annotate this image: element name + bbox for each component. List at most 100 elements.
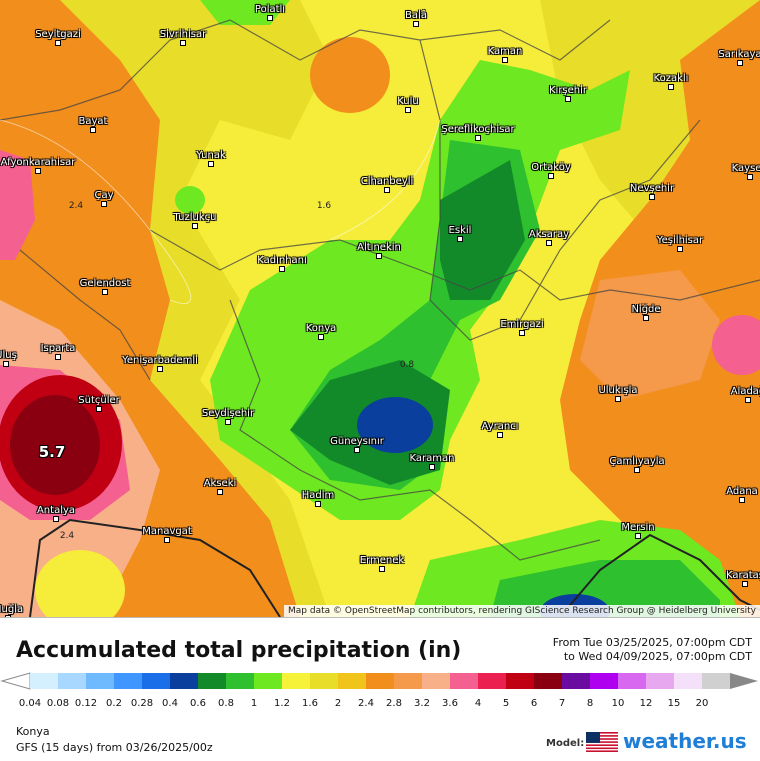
city-label: Afyonkarahisar xyxy=(0,157,76,168)
city-marker xyxy=(55,40,61,46)
city-label: Hadim xyxy=(301,490,335,501)
city-label: Kulu xyxy=(397,96,419,107)
city-label: Ulukışla xyxy=(598,385,638,396)
city-marker xyxy=(208,161,214,167)
scale-swatch xyxy=(338,673,367,689)
city-marker xyxy=(668,84,674,90)
scale-swatch xyxy=(366,673,395,689)
city-label: Bayat xyxy=(78,116,108,127)
scale-swatch xyxy=(562,673,591,689)
city-label: Aladağ xyxy=(730,386,760,397)
weather-us-logo[interactable]: weather.us xyxy=(623,729,747,753)
scale-tick-label: 0.04 xyxy=(18,698,42,709)
scale-swatch xyxy=(394,673,423,689)
scale-high-arrow xyxy=(730,673,758,689)
scale-swatch xyxy=(674,673,703,689)
period-from: From Tue 03/25/2025, 07:00pm CDT xyxy=(552,636,752,649)
city-marker xyxy=(102,289,108,295)
contour-label: 2.4 xyxy=(68,201,84,211)
contour-label: 2.4 xyxy=(59,531,75,541)
city-marker xyxy=(379,566,385,572)
scale-tick-label: 0.12 xyxy=(74,698,98,709)
scale-swatch xyxy=(226,673,255,689)
city-label: Balâ xyxy=(405,10,427,21)
scale-tick-label: 0.2 xyxy=(106,698,122,709)
city-label: Kayseri xyxy=(731,163,760,174)
city-label: Şereflikoçhisar xyxy=(441,124,515,135)
scale-swatch xyxy=(282,673,311,689)
city-marker xyxy=(457,236,463,242)
city-label: Yunak xyxy=(196,150,226,161)
city-marker xyxy=(745,397,751,403)
color-scale-bar xyxy=(0,672,758,690)
scale-tick-label: 15 xyxy=(667,698,681,709)
scale-tick-label: 3.2 xyxy=(414,698,430,709)
scale-tick-label: 20 xyxy=(695,698,709,709)
city-marker xyxy=(180,40,186,46)
city-marker xyxy=(53,516,59,522)
city-marker xyxy=(405,107,411,113)
city-label: Nevşehir xyxy=(629,183,675,194)
city-label: Karataş xyxy=(725,570,760,581)
city-label: Cihanbeyli xyxy=(360,176,414,187)
city-label: Ayrancı xyxy=(481,421,519,432)
city-marker xyxy=(101,201,107,207)
scale-swatch xyxy=(702,673,731,689)
contour-label: 1.6 xyxy=(316,201,332,211)
city-marker xyxy=(5,615,11,617)
scale-swatch xyxy=(198,673,227,689)
city-marker xyxy=(315,501,321,507)
city-label: Kozaklı xyxy=(653,73,689,84)
city-marker xyxy=(737,60,743,66)
city-label: Uluş xyxy=(0,350,17,361)
city-marker xyxy=(225,419,231,425)
city-label: Sütçüler xyxy=(78,395,120,406)
city-label: Ermenek xyxy=(359,555,405,566)
legend-panel: Accumulated total precipitation (in) Fro… xyxy=(0,617,760,761)
city-marker xyxy=(635,533,641,539)
scale-tick-label: 3.6 xyxy=(442,698,458,709)
scale-swatch xyxy=(86,673,115,689)
city-marker xyxy=(475,135,481,141)
scale-tick-label: 12 xyxy=(639,698,653,709)
city-label: Manavgat xyxy=(142,526,192,537)
scale-tick-label: 8 xyxy=(586,698,594,709)
city-marker xyxy=(519,330,525,336)
city-marker xyxy=(677,246,683,252)
city-marker xyxy=(502,57,508,63)
city-label: Ortaköy xyxy=(531,162,571,173)
scale-swatch xyxy=(142,673,171,689)
city-marker xyxy=(192,223,198,229)
city-label: Konya xyxy=(305,323,337,334)
city-label: Aksaray xyxy=(528,229,570,240)
city-marker xyxy=(96,406,102,412)
city-marker xyxy=(742,581,748,587)
scale-swatch xyxy=(590,673,619,689)
city-marker xyxy=(643,315,649,321)
city-marker xyxy=(267,15,273,21)
city-marker xyxy=(497,432,503,438)
city-marker xyxy=(217,489,223,495)
city-label: Tuzlukçu xyxy=(173,212,217,223)
city-label: Altınekin xyxy=(357,242,401,253)
scale-swatch xyxy=(58,673,87,689)
city-marker xyxy=(90,127,96,133)
city-marker xyxy=(739,497,745,503)
legend-title: Accumulated total precipitation (in) xyxy=(16,638,462,663)
max-precip-label: 5.7 xyxy=(38,443,66,461)
city-label: Kadınhanı xyxy=(257,255,307,266)
map-attribution: Map data © OpenStreetMap contributors, r… xyxy=(284,605,760,617)
scale-low-arrow xyxy=(0,672,31,690)
city-marker xyxy=(318,334,324,340)
us-flag-icon xyxy=(586,732,618,752)
scale-swatch xyxy=(114,673,143,689)
city-marker xyxy=(376,253,382,259)
scale-swatch xyxy=(170,673,199,689)
city-marker xyxy=(279,266,285,272)
model-run-info: GFS (15 days) from 03/26/2025/00z xyxy=(16,741,213,754)
scale-tick-label: 7 xyxy=(558,698,566,709)
city-label: Polatlı xyxy=(254,4,286,15)
city-label: Eskil xyxy=(448,225,472,236)
precipitation-map[interactable]: Seyitgazi Sivrihisar Polatlı Balâ Kaman Sarık… xyxy=(0,0,760,617)
city-marker xyxy=(413,21,419,27)
